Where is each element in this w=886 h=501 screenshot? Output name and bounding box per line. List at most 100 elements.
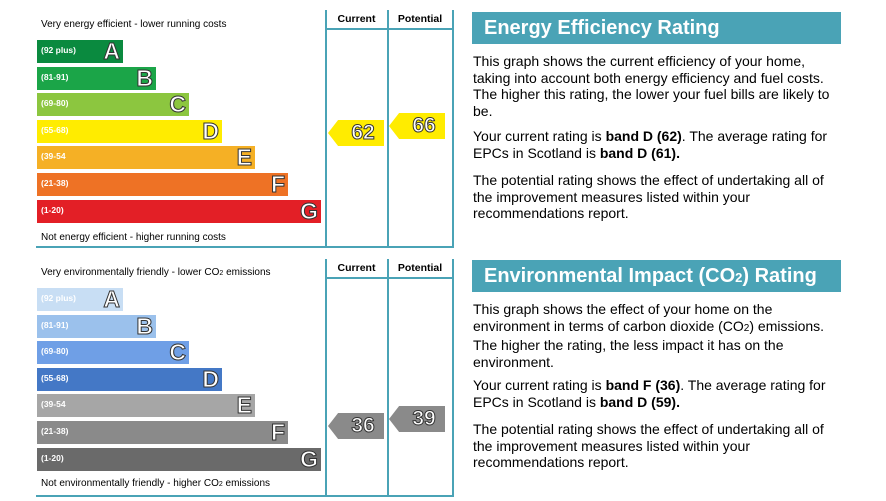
band-letter: E [236, 392, 252, 419]
band-a: (92 plus) A [37, 286, 123, 313]
caption-text: Not environmentally friendly - higher CO [41, 478, 219, 489]
header-rule [326, 277, 452, 279]
band-range: (81-91) [41, 71, 69, 82]
band-e: (39-54 E [37, 144, 255, 171]
potential-header: Potential [397, 13, 443, 25]
band-c: (69-80) C [37, 339, 189, 366]
current-header: Current [337, 13, 376, 25]
current-column-divider [325, 259, 327, 495]
band-range: (1-20) [41, 204, 64, 215]
text: Your current rating is [473, 128, 606, 144]
band-range: (39-54 [41, 399, 66, 410]
energy-current-arrow: 62 [328, 120, 384, 146]
arrow-shape [389, 406, 445, 432]
band-e: (39-54 E [37, 392, 255, 419]
environment-description: This graph shows the effect of your home… [473, 301, 843, 370]
band-letter: E [236, 144, 252, 171]
band-letter: G [300, 445, 319, 472]
band-letter: D [202, 117, 220, 144]
energy-potential-arrow: 66 [389, 113, 445, 139]
band-letter: B [136, 312, 154, 339]
environment-chart-frame: Current Potential [36, 259, 454, 497]
caption-text: emissions [223, 267, 271, 278]
current-column-divider [325, 10, 327, 246]
band-letter: B [136, 64, 154, 91]
energy-top-caption: Very energy efficient - lower running co… [41, 19, 227, 30]
environment-rating-title: Environmental Impact (CO2) Rating [472, 260, 841, 292]
energy-description: This graph shows the current efficiency … [473, 53, 830, 119]
energy-bottom-caption: Not energy efficient - higher running co… [41, 232, 226, 243]
title-text: Environmental Impact (CO [484, 265, 736, 287]
band-d: (55-68) D [37, 365, 222, 392]
potential-column-divider [387, 10, 389, 246]
current-band: band D (62) [605, 128, 682, 144]
band-letter: C [169, 339, 187, 366]
energy-chart-frame: Current Potential [36, 10, 454, 248]
current-header: Current [337, 262, 376, 274]
band-letter: F [270, 171, 285, 198]
subscript: 2 [218, 481, 223, 488]
arrow-shape [328, 120, 384, 146]
caption-text: Very environmentally friendly - lower CO [41, 267, 220, 278]
band-range: (69-80) [41, 346, 69, 357]
environment-top-caption: Very environmentally friendly - lower CO… [41, 267, 271, 278]
band-f: (21-38) F [37, 171, 288, 198]
subscript: 2 [743, 322, 750, 334]
band-range: (1-20) [41, 452, 64, 463]
potential-column-divider [387, 259, 389, 495]
band-range: (21-38) [41, 426, 69, 436]
average-band: band D (59). [599, 393, 680, 410]
subscript: 2 [735, 270, 743, 285]
band-letter: F [270, 419, 285, 446]
environment-current-arrow: 36 [328, 413, 384, 439]
band-letter: C [169, 91, 187, 118]
average-band: band D (61). [599, 144, 680, 161]
text: This graph shows the effect of your home… [473, 301, 773, 334]
band-b: (81-91) B [37, 64, 156, 91]
band-d: (55-68) D [37, 117, 222, 144]
band-range: (21-38) [41, 178, 69, 188]
band-range: (69-80) [41, 98, 69, 109]
energy-potential-text: The potential rating shows the effect of… [473, 172, 824, 221]
band-a: (92 plus) A [37, 38, 123, 65]
text: ) emissions. The higher the rating, the … [473, 317, 825, 370]
environment-potential-value: 39 [412, 407, 436, 431]
band-range: (39-54 [41, 151, 66, 162]
current-band: band F (36) [605, 377, 681, 393]
text: . The average rating for EPCs in Scotlan… [473, 128, 828, 161]
environment-potential-arrow: 39 [389, 406, 445, 432]
band-b: (81-91) B [37, 312, 156, 339]
band-range: (92 plus) [41, 293, 76, 303]
environment-bottom-caption: Not environmentally friendly - higher CO… [41, 478, 270, 489]
arrow-shape [389, 113, 445, 139]
energy-current-rating-text: Your current rating is band D (62). The … [473, 128, 843, 161]
band-f: (21-38) F [37, 419, 288, 446]
band-letter: G [300, 197, 319, 224]
band-range: (92 plus) [41, 45, 76, 55]
energy-rating-title: Energy Efficiency Rating [472, 12, 841, 44]
band-letter: D [202, 365, 220, 392]
text: . The average rating for EPCs in Scotlan… [473, 377, 826, 410]
environment-current-rating-text: Your current rating is band F (36). The … [473, 377, 843, 410]
environment-current-value: 36 [351, 414, 375, 438]
title-text: ) Rating [742, 265, 817, 287]
band-g: (1-20) G [37, 197, 321, 224]
potential-header: Potential [397, 262, 443, 274]
text: Your current rating is [473, 377, 606, 393]
subscript: 2 [219, 270, 224, 277]
band-letter: A [103, 286, 121, 313]
arrow-shape [328, 413, 384, 439]
header-rule [326, 28, 452, 30]
environmental-impact-chart: Current Potential Very environmentally f… [36, 259, 454, 497]
environment-potential-text: The potential rating shows the effect of… [473, 421, 824, 470]
band-c: (69-80) C [37, 91, 189, 118]
band-range: (55-68) [41, 372, 69, 383]
energy-current-value: 62 [351, 121, 375, 145]
band-g: (1-20) G [37, 445, 321, 472]
band-range: (81-91) [41, 319, 69, 330]
caption-text: emissions [222, 478, 271, 489]
band-range: (55-68) [41, 124, 69, 135]
energy-potential-value: 66 [412, 114, 436, 138]
energy-efficiency-chart: Current Potential Very energy efficient … [0, 0, 454, 250]
band-letter: A [103, 38, 121, 65]
